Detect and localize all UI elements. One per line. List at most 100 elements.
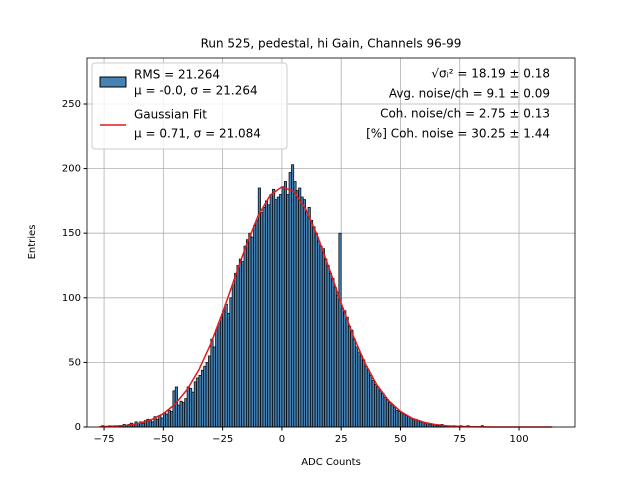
y-tick-label: 100	[62, 293, 81, 304]
bar	[359, 355, 363, 428]
bar	[326, 265, 330, 428]
bar	[229, 297, 233, 428]
bar	[352, 338, 356, 428]
bar	[281, 186, 285, 428]
bar	[165, 413, 169, 428]
bar	[191, 391, 195, 428]
bar	[343, 310, 347, 428]
bar	[177, 404, 181, 428]
bar	[321, 248, 325, 428]
y-tick-label: 0	[75, 422, 81, 433]
bar	[269, 194, 273, 428]
bar	[383, 396, 387, 428]
bar	[310, 219, 314, 428]
bar	[362, 359, 366, 428]
bar	[302, 199, 306, 428]
bar	[395, 409, 399, 428]
annotation: √σᵢ² = 18.19 ± 0.18	[431, 67, 550, 81]
bar	[189, 387, 193, 428]
bar	[293, 181, 297, 428]
chart-title: Run 525, pedestal, hi Gain, Channels 96-…	[201, 37, 462, 51]
bar	[253, 225, 257, 428]
bar	[262, 207, 266, 428]
x-tick-label: 25	[335, 434, 348, 445]
x-tick-label: 0	[279, 434, 285, 445]
bar	[196, 377, 200, 428]
annotation: [%] Coh. noise = 30.25 ± 1.44	[366, 127, 550, 141]
y-axis-label: Entries	[27, 225, 38, 260]
bar	[186, 386, 190, 428]
bar	[350, 329, 354, 428]
bar	[267, 204, 271, 428]
bar	[340, 307, 344, 428]
bar	[393, 407, 397, 428]
bar	[215, 329, 219, 428]
bar	[217, 323, 221, 428]
bar	[264, 200, 269, 428]
bar	[388, 402, 392, 428]
bar	[291, 164, 295, 428]
fit-line	[99, 185, 553, 428]
bar	[376, 386, 380, 428]
bar	[314, 232, 318, 428]
annotation: Coh. noise/ch = 2.75 ± 0.13	[380, 107, 550, 121]
x-axis-label: ADC Counts	[301, 457, 361, 468]
x-tick-label: 100	[509, 434, 528, 445]
bar	[198, 374, 202, 428]
y-tick-label: 200	[62, 164, 81, 175]
y-tick-label: 50	[68, 357, 81, 368]
bar	[224, 303, 228, 428]
bar	[238, 258, 242, 428]
bar	[366, 369, 371, 428]
bar	[307, 207, 311, 428]
bar	[295, 190, 299, 428]
bar	[312, 226, 316, 428]
legend-label: Gaussian Fit	[134, 108, 207, 122]
bar	[250, 236, 254, 428]
bar	[345, 316, 349, 428]
bar	[243, 245, 247, 428]
bar	[333, 287, 337, 428]
bar	[400, 412, 404, 428]
bar	[409, 417, 413, 428]
bar	[397, 411, 401, 428]
bar	[371, 380, 375, 428]
bar	[300, 196, 304, 428]
bar	[184, 398, 188, 428]
bar	[257, 187, 261, 428]
bar	[160, 417, 164, 428]
bar	[331, 278, 335, 428]
bar	[279, 194, 283, 428]
x-tick-label: −25	[212, 434, 233, 445]
legend-box	[91, 62, 288, 150]
bar	[347, 325, 352, 428]
bar	[378, 390, 382, 428]
bar	[411, 418, 416, 428]
x-tick-label: 50	[394, 434, 407, 445]
bar	[219, 316, 223, 428]
bar	[328, 272, 333, 428]
bar	[181, 402, 186, 428]
x-tick-label: −75	[94, 434, 115, 445]
bar	[148, 420, 152, 428]
bar	[179, 400, 183, 428]
bar	[241, 261, 245, 428]
bar	[357, 351, 361, 428]
bar	[298, 187, 302, 428]
bar	[283, 181, 288, 428]
bar	[205, 362, 209, 428]
legend-label: μ = 0.71, σ = 21.084	[134, 127, 261, 141]
bar	[255, 219, 259, 428]
bar	[234, 272, 238, 428]
bar	[141, 422, 145, 428]
bar	[174, 386, 178, 428]
bar	[276, 196, 280, 428]
bar	[272, 188, 276, 428]
bar	[222, 310, 226, 428]
bar	[338, 232, 342, 428]
bar	[381, 393, 385, 428]
bar	[369, 374, 373, 428]
bar	[336, 294, 340, 428]
bar	[390, 404, 394, 428]
